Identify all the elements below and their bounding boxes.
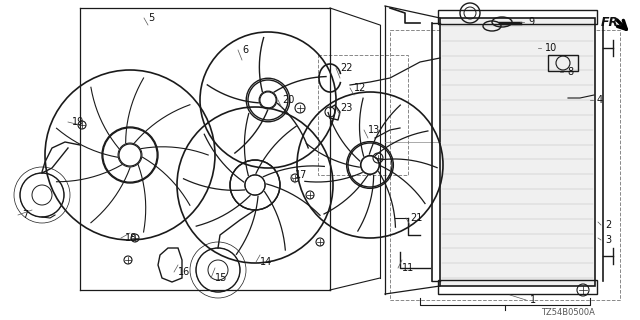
Text: 19: 19 [72, 117, 84, 127]
Text: 16: 16 [178, 267, 190, 277]
Text: 1: 1 [530, 295, 536, 305]
Text: 22: 22 [340, 63, 353, 73]
Text: 9: 9 [528, 17, 534, 27]
Bar [390, 30, 620, 300]
Text: 6: 6 [242, 45, 248, 55]
Text: 14: 14 [260, 257, 272, 267]
Text: 13: 13 [368, 125, 380, 135]
Text: 18: 18 [125, 233, 137, 243]
Bar [318, 55, 408, 175]
Text: 8: 8 [567, 67, 573, 77]
Bar [438, 280, 597, 294]
Text: 5: 5 [148, 13, 154, 23]
Text: 23: 23 [340, 103, 353, 113]
Text: 10: 10 [545, 43, 557, 53]
Text: 4: 4 [597, 95, 603, 105]
Bar [440, 18, 595, 286]
Text: 15: 15 [215, 273, 227, 283]
Bar [548, 55, 578, 71]
Text: TZ54B0500A: TZ54B0500A [541, 308, 595, 317]
Text: 11: 11 [402, 263, 414, 273]
Bar [438, 10, 597, 24]
Text: 12: 12 [354, 83, 366, 93]
Text: 21: 21 [410, 213, 422, 223]
Text: 7: 7 [22, 210, 28, 220]
Text: 3: 3 [605, 235, 611, 245]
Text: FR.: FR. [601, 16, 624, 29]
Text: 20: 20 [282, 95, 294, 105]
Text: 2: 2 [605, 220, 611, 230]
Text: 17: 17 [295, 170, 307, 180]
